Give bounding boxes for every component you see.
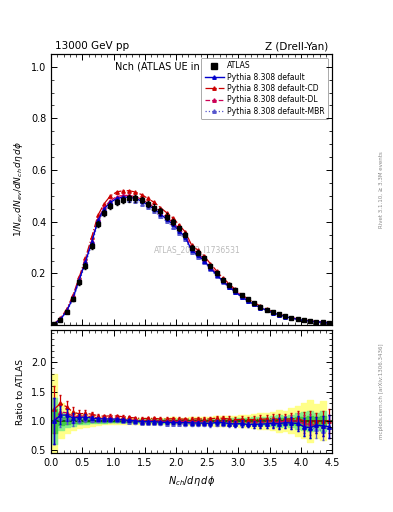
- Text: Rivet 3.1.10, ≥ 3.3M events: Rivet 3.1.10, ≥ 3.3M events: [379, 151, 384, 228]
- Y-axis label: Ratio to ATLAS: Ratio to ATLAS: [16, 359, 25, 424]
- Text: ATLAS_2019_I1736531: ATLAS_2019_I1736531: [154, 245, 241, 253]
- Text: 13000 GeV pp: 13000 GeV pp: [55, 41, 129, 51]
- Text: Nch (ATLAS UE in Z production): Nch (ATLAS UE in Z production): [115, 62, 268, 72]
- Y-axis label: $1/N_{ev}\,dN_{ev}/dN_{ch}\,d\eta\,d\phi$: $1/N_{ev}\,dN_{ev}/dN_{ch}\,d\eta\,d\phi…: [12, 141, 25, 238]
- Text: Z (Drell-Yan): Z (Drell-Yan): [265, 41, 328, 51]
- X-axis label: $N_{ch}/d\eta\,d\phi$: $N_{ch}/d\eta\,d\phi$: [168, 474, 215, 487]
- Text: mcplots.cern.ch [arXiv:1306.3436]: mcplots.cern.ch [arXiv:1306.3436]: [379, 344, 384, 439]
- Legend: ATLAS, Pythia 8.308 default, Pythia 8.308 default-CD, Pythia 8.308 default-DL, P: ATLAS, Pythia 8.308 default, Pythia 8.30…: [201, 57, 328, 119]
